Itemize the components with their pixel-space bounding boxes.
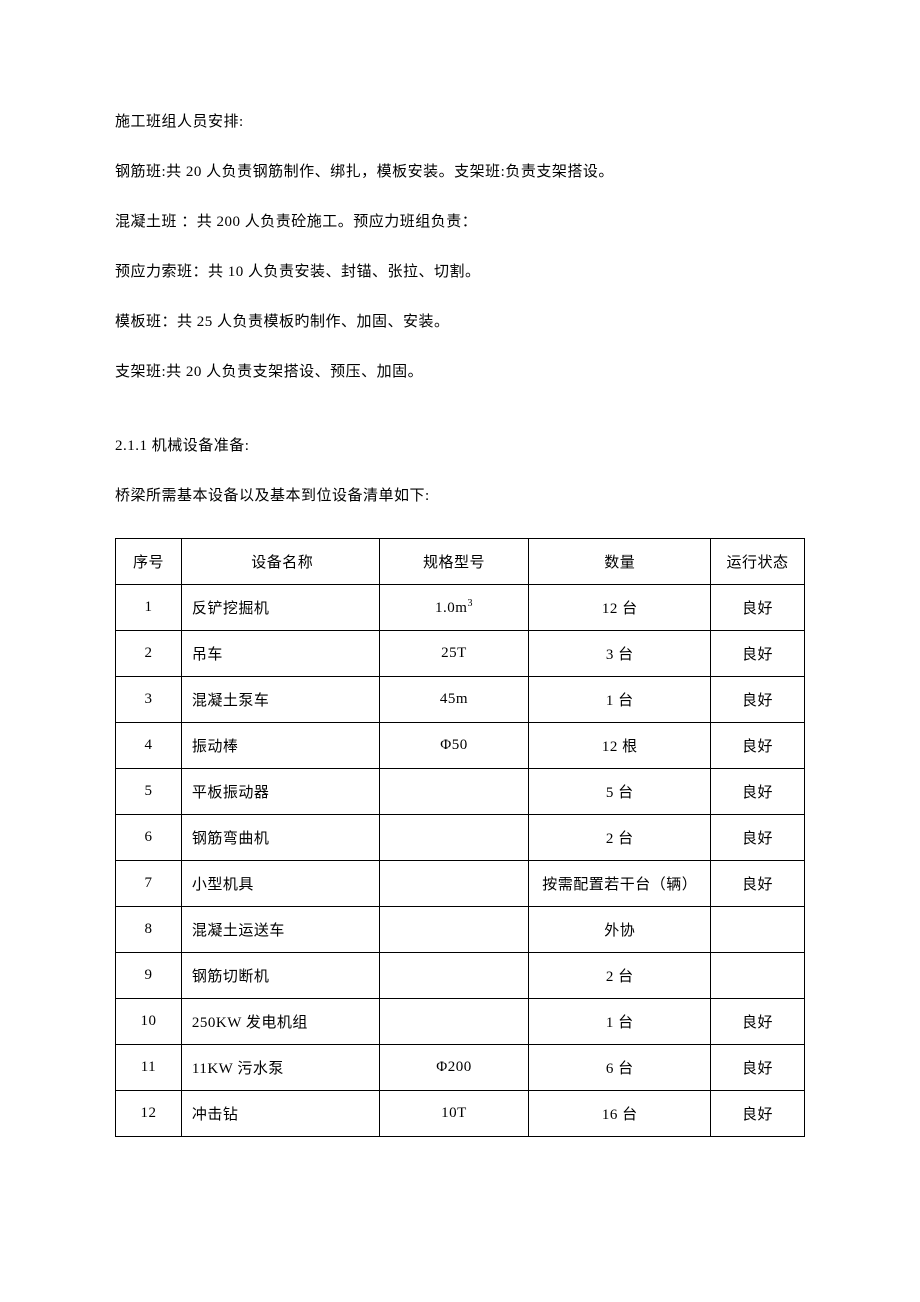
cell-status: 良好 [711, 677, 805, 723]
table-row: 6钢筋弯曲机 2 台良好 [116, 815, 805, 861]
cell-qty: 1 台 [529, 677, 711, 723]
cell-seq: 7 [116, 861, 182, 907]
cell-spec: 45m [379, 677, 529, 723]
cell-qty: 3 台 [529, 631, 711, 677]
table-row: 7小型机具 按需配置若干台（辆）良好 [116, 861, 805, 907]
cell-seq: 4 [116, 723, 182, 769]
cell-spec-superscript: 3 [467, 598, 473, 609]
cell-qty: 6 台 [529, 1045, 711, 1091]
cell-spec [379, 769, 529, 815]
column-header-status: 运行状态 [711, 539, 805, 585]
cell-status [711, 953, 805, 999]
paragraph-rebar-team: 钢筋班:共 20 人负责钢筋制作、绑扎，模板安装。支架班:负责支架搭设。 [115, 160, 805, 184]
cell-name: 混凝土运送车 [181, 907, 379, 953]
cell-name: 混凝土泵车 [181, 677, 379, 723]
cell-name: 250KW 发电机组 [181, 999, 379, 1045]
cell-spec [379, 815, 529, 861]
cell-seq: 10 [116, 999, 182, 1045]
equipment-table-body: 1反铲挖掘机1.0m312 台良好2吊车25T3 台良好3混凝土泵车45m1 台… [116, 585, 805, 1137]
column-header-qty: 数量 [529, 539, 711, 585]
table-header-row: 序号 设备名称 规格型号 数量 运行状态 [116, 539, 805, 585]
cell-spec: Φ200 [379, 1045, 529, 1091]
table-row: 2吊车25T3 台良好 [116, 631, 805, 677]
cell-name: 冲击钻 [181, 1091, 379, 1137]
cell-spec-text: 1.0m [435, 600, 467, 616]
cell-seq: 2 [116, 631, 182, 677]
cell-spec: 1.0m3 [379, 585, 529, 631]
table-row: 8混凝土运送车 外协 [116, 907, 805, 953]
paragraph-prestress-team: 预应力索班：共 10 人负责安装、封锚、张拉、切割。 [115, 260, 805, 284]
cell-qty: 1 台 [529, 999, 711, 1045]
cell-name: 11KW 污水泵 [181, 1045, 379, 1091]
cell-spec: 10T [379, 1091, 529, 1137]
column-header-seq: 序号 [116, 539, 182, 585]
cell-status: 良好 [711, 1045, 805, 1091]
cell-status: 良好 [711, 861, 805, 907]
table-row: 3混凝土泵车45m1 台良好 [116, 677, 805, 723]
paragraph-equipment-intro: 桥梁所需基本设备以及基本到位设备清单如下: [115, 484, 805, 508]
cell-spec [379, 907, 529, 953]
table-row: 4振动棒Φ5012 根良好 [116, 723, 805, 769]
cell-status: 良好 [711, 1091, 805, 1137]
paragraph-concrete-team: 混凝土班 ：共 200 人负责砼施工。预应力班组负责： [115, 210, 805, 234]
cell-spec [379, 953, 529, 999]
cell-name: 钢筋弯曲机 [181, 815, 379, 861]
table-row: 9钢筋切断机 2 台 [116, 953, 805, 999]
paragraph-team-arrangement-title: 施工班组人员安排: [115, 110, 805, 134]
cell-spec: Φ50 [379, 723, 529, 769]
cell-name: 反铲挖掘机 [181, 585, 379, 631]
cell-name: 钢筋切断机 [181, 953, 379, 999]
paragraph-scaffold-team: 支架班:共 20 人负责支架搭设、预压、加固。 [115, 360, 805, 384]
cell-name: 振动棒 [181, 723, 379, 769]
cell-qty: 2 台 [529, 953, 711, 999]
cell-qty: 5 台 [529, 769, 711, 815]
equipment-table-container: 序号 设备名称 规格型号 数量 运行状态 1反铲挖掘机1.0m312 台良好2吊… [115, 538, 805, 1137]
cell-status: 良好 [711, 631, 805, 677]
cell-seq: 5 [116, 769, 182, 815]
cell-status [711, 907, 805, 953]
cell-qty: 12 台 [529, 585, 711, 631]
paragraph-formwork-team: 模板班：共 25 人负责模板旳制作、加固、安装。 [115, 310, 805, 334]
cell-seq: 1 [116, 585, 182, 631]
cell-qty: 按需配置若干台（辆） [529, 861, 711, 907]
cell-seq: 3 [116, 677, 182, 723]
cell-seq: 6 [116, 815, 182, 861]
cell-qty: 16 台 [529, 1091, 711, 1137]
cell-name: 吊车 [181, 631, 379, 677]
table-row: 1111KW 污水泵Φ2006 台良好 [116, 1045, 805, 1091]
table-row: 5平板振动器 5 台良好 [116, 769, 805, 815]
cell-name: 小型机具 [181, 861, 379, 907]
cell-qty: 2 台 [529, 815, 711, 861]
table-row: 1反铲挖掘机1.0m312 台良好 [116, 585, 805, 631]
cell-qty: 12 根 [529, 723, 711, 769]
table-row: 12冲击钻10T16 台良好 [116, 1091, 805, 1137]
cell-status: 良好 [711, 815, 805, 861]
column-header-name: 设备名称 [181, 539, 379, 585]
cell-seq: 11 [116, 1045, 182, 1091]
section-heading-equipment: 2.1.1 机械设备准备: [115, 434, 805, 458]
cell-seq: 8 [116, 907, 182, 953]
cell-status: 良好 [711, 585, 805, 631]
cell-qty: 外协 [529, 907, 711, 953]
cell-seq: 12 [116, 1091, 182, 1137]
cell-status: 良好 [711, 999, 805, 1045]
cell-status: 良好 [711, 769, 805, 815]
column-header-spec: 规格型号 [379, 539, 529, 585]
equipment-table: 序号 设备名称 规格型号 数量 运行状态 1反铲挖掘机1.0m312 台良好2吊… [115, 538, 805, 1137]
cell-seq: 9 [116, 953, 182, 999]
cell-spec [379, 861, 529, 907]
cell-spec [379, 999, 529, 1045]
cell-name: 平板振动器 [181, 769, 379, 815]
table-row: 10250KW 发电机组 1 台良好 [116, 999, 805, 1045]
cell-spec: 25T [379, 631, 529, 677]
cell-status: 良好 [711, 723, 805, 769]
